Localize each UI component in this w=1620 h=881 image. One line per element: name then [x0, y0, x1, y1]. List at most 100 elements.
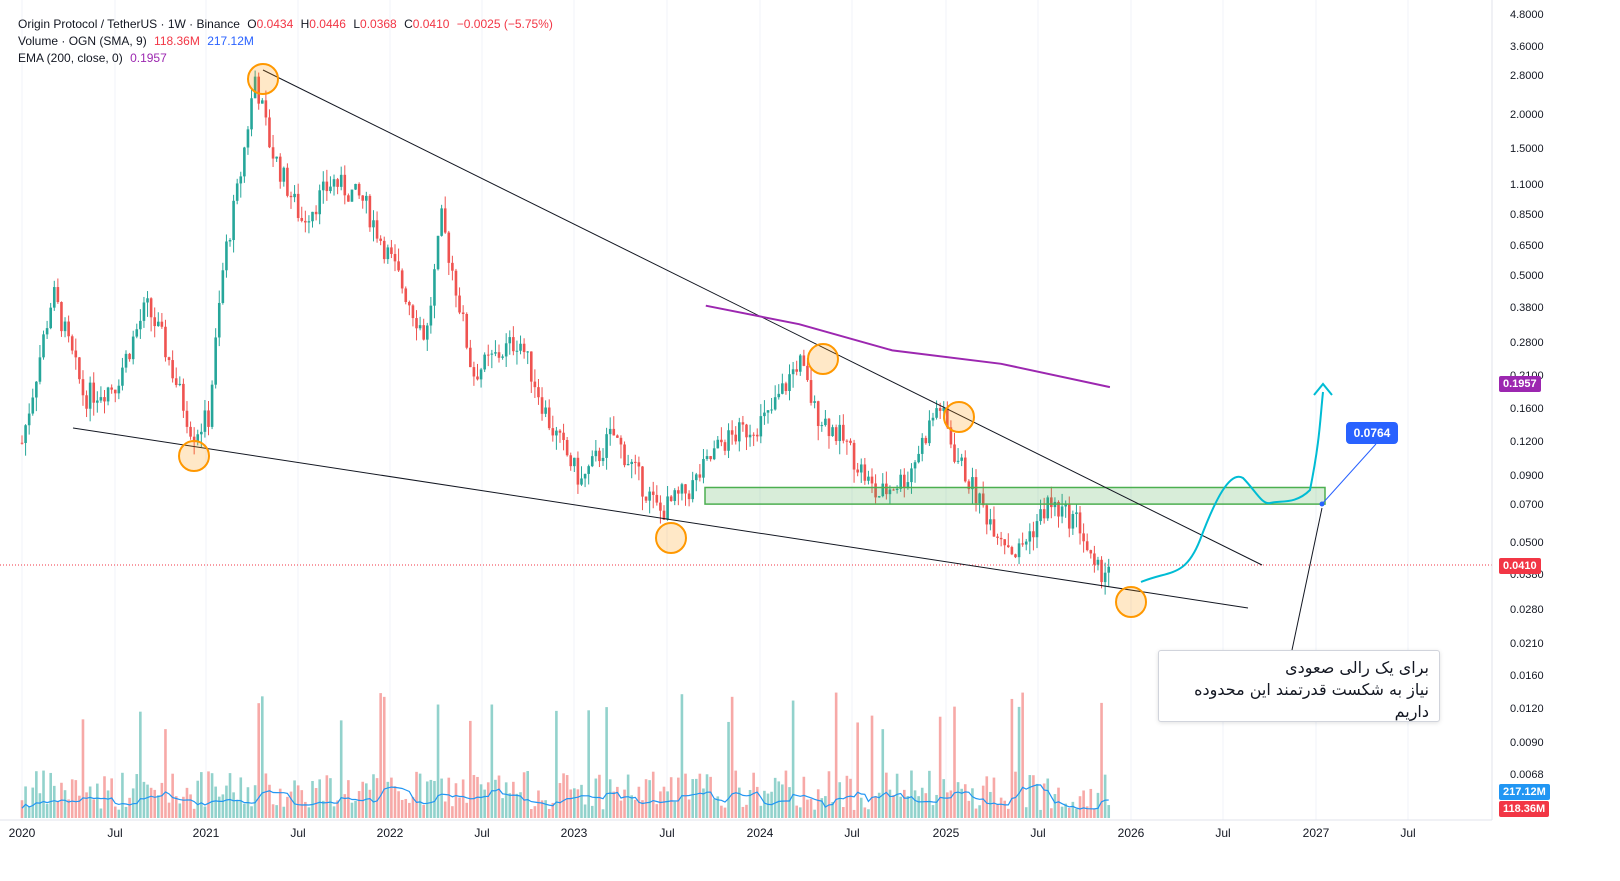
lower-trendline — [72, 427, 1249, 609]
candle-body — [504, 343, 508, 357]
volume-bar — [167, 802, 171, 818]
candle-body — [397, 261, 400, 271]
price-tick-label: 0.1200 — [1510, 436, 1544, 448]
candle-body — [483, 354, 486, 370]
price-tick-label: 0.3800 — [1510, 302, 1544, 314]
candle-body — [225, 241, 228, 271]
volume-bar — [580, 784, 583, 818]
target-price-label[interactable]: 0.0764 — [1346, 422, 1398, 444]
candle-body — [651, 491, 655, 495]
candle-body — [106, 387, 110, 402]
volume-bar — [849, 778, 852, 818]
candle-body — [899, 474, 903, 489]
volume-bar — [99, 808, 103, 818]
candle-body — [512, 337, 515, 352]
volume-bar — [547, 808, 551, 818]
volume-bar — [35, 771, 38, 818]
ema-200-line — [705, 304, 1111, 389]
volume-bar — [985, 776, 989, 818]
candle-body — [60, 302, 63, 332]
candle-body — [863, 464, 867, 481]
high-value: 0.0446 — [309, 17, 346, 31]
candle-body — [476, 376, 479, 380]
candle-body — [544, 407, 547, 414]
volume-bar — [551, 802, 555, 818]
candle-body — [131, 336, 135, 360]
candle-body — [440, 208, 443, 236]
volume-bar — [447, 777, 451, 818]
volume-bar — [336, 800, 339, 818]
volume-bar — [691, 779, 694, 818]
volume-bar — [755, 786, 759, 818]
candle-body — [734, 434, 738, 442]
candle-body — [644, 496, 648, 501]
volume-bar — [210, 773, 214, 818]
volume-bar — [838, 782, 842, 818]
candle-body — [755, 434, 759, 437]
volume-bar — [752, 772, 755, 818]
price-tick-label: 1.1000 — [1510, 179, 1544, 191]
price-axis[interactable]: 4.8000 3.6000 2.8000 2.0000 1.5000 1.1000 0.85… — [1491, 0, 1544, 820]
volume-bar — [174, 796, 178, 818]
volume-bar — [569, 789, 573, 818]
candle-body — [214, 337, 217, 385]
volume-bar — [605, 707, 608, 818]
candle-body — [1035, 521, 1039, 538]
candle-body — [849, 440, 852, 443]
volume-bar — [264, 773, 268, 818]
candle-body — [1060, 506, 1064, 517]
volume-bar — [207, 771, 210, 818]
candle-body — [942, 407, 946, 411]
candle-body — [182, 383, 185, 411]
symbol-label[interactable]: Origin Protocol / TetherUS · 1W · Binanc… — [18, 17, 240, 31]
volume-bar — [666, 791, 669, 818]
candle-body — [999, 537, 1003, 540]
candle-body — [171, 360, 174, 379]
volume-bar — [842, 807, 845, 818]
candle-body — [616, 435, 619, 438]
candle-body — [680, 484, 684, 494]
candle-body — [465, 313, 469, 348]
candle-body — [350, 189, 354, 202]
volume-bar — [153, 789, 157, 818]
time-tick-label: Jul — [290, 826, 305, 840]
candle-body — [92, 382, 96, 403]
time-tick-label: 2024 — [747, 826, 774, 840]
volume-bar — [440, 778, 443, 818]
candle-body — [659, 502, 662, 511]
target-anchor — [1319, 501, 1325, 507]
candle-body — [698, 474, 702, 478]
volume-bar — [92, 799, 96, 818]
candle-body — [451, 262, 454, 271]
volume-label[interactable]: Volume · OGN (SMA, 9) — [18, 34, 147, 48]
candle-body — [813, 401, 816, 403]
time-tick-label: Jul — [474, 826, 489, 840]
candle-body — [605, 434, 608, 458]
volume-bar — [723, 807, 727, 818]
candle-body — [296, 193, 300, 218]
candle-body — [425, 325, 429, 340]
price-tick-label: 0.2800 — [1510, 337, 1544, 349]
candle-body — [1017, 543, 1021, 558]
volume-bar — [404, 798, 408, 818]
volume-bar — [831, 801, 834, 818]
price-tick-label: 0.1600 — [1510, 403, 1544, 415]
volume-bar — [325, 775, 329, 818]
candle-body — [81, 379, 85, 396]
volume-bar — [677, 777, 680, 818]
candle-body — [626, 464, 630, 466]
volume-bar — [275, 805, 278, 818]
ema-label[interactable]: EMA (200, close, 0) — [18, 51, 123, 65]
volume-bar — [128, 797, 131, 818]
candle-body — [1046, 497, 1050, 519]
annotation-note[interactable]: برای یک رالی صعودی نیاز به شکست قدرتمند … — [1158, 650, 1440, 722]
candle-body — [752, 434, 755, 436]
candle-body — [325, 181, 329, 192]
volume-bar — [361, 781, 365, 818]
candle-body — [56, 287, 60, 303]
candle-body — [892, 489, 895, 491]
volume-bar — [472, 775, 476, 818]
time-axis[interactable]: 2020 Jul 2021 Jul 2022 Jul 2023 Jul 2024 Jul 2025 J… — [0, 819, 1492, 840]
volume-bar — [67, 799, 70, 818]
